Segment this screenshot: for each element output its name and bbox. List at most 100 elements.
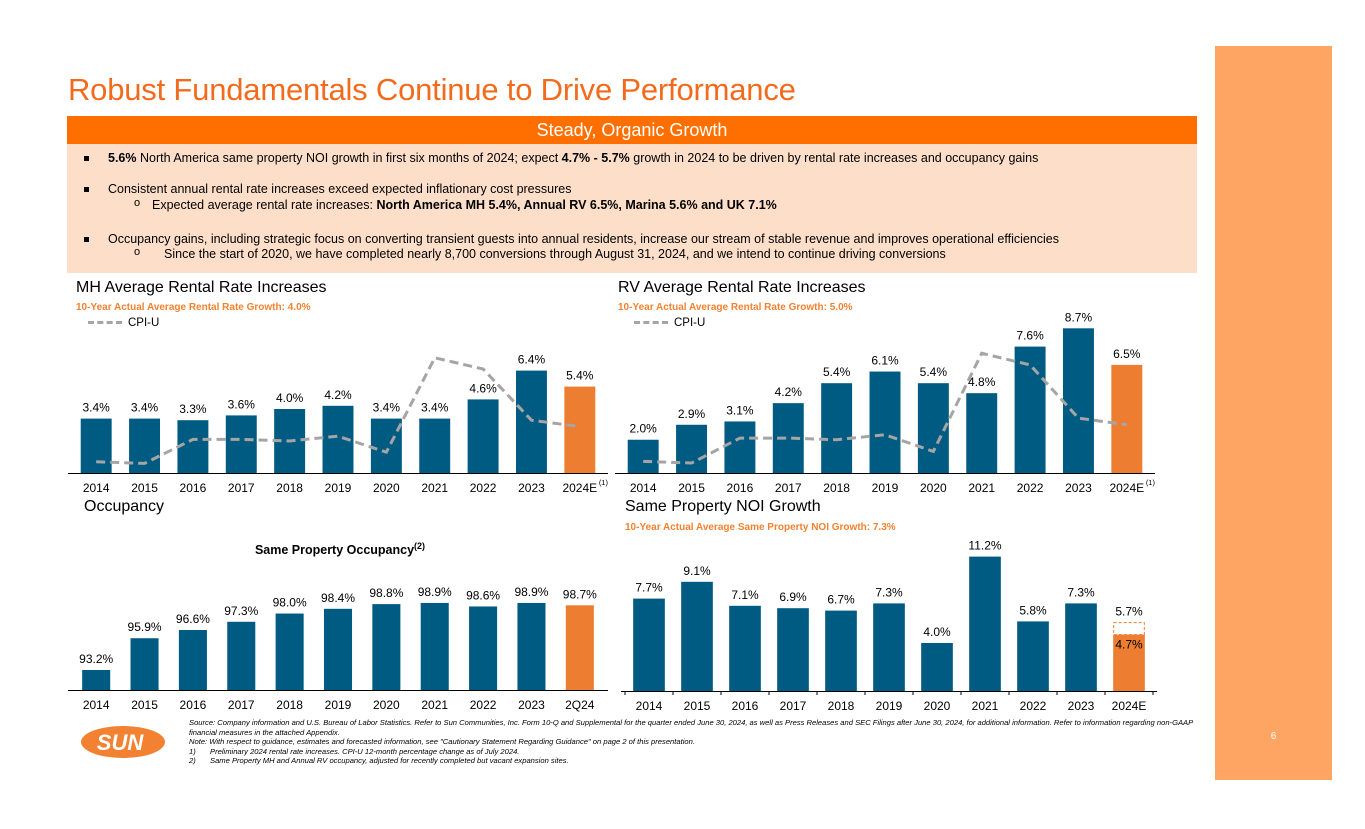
x-tick-label: 2021 — [972, 699, 999, 713]
bullet-2-text: Consistent annual rental rate increases … — [108, 182, 572, 196]
data-label: 98.0% — [273, 596, 307, 610]
bullet-square-icon — [84, 237, 89, 242]
footnote-item: 1) Preliminary 2024 rental rate increases… — [189, 747, 1199, 757]
logo-ellipse — [81, 726, 165, 758]
x-tick-label: 2017 — [228, 481, 255, 495]
data-label: 2.9% — [678, 407, 706, 421]
bar — [921, 643, 953, 691]
bar — [227, 621, 256, 690]
x-tick-label: 2017 — [775, 481, 802, 495]
rv-legend: CPI-U — [634, 317, 705, 329]
data-label: 96.6% — [176, 612, 210, 626]
bar — [869, 371, 901, 473]
occupancy-inner-title-sup: (2) — [414, 541, 426, 551]
data-label: 5.4% — [566, 369, 594, 383]
data-label: 6.5% — [1113, 347, 1141, 361]
data-label: 3.4% — [421, 401, 449, 415]
bullet-2-sub: o Expected average rental rate increases… — [134, 197, 777, 212]
x-tick-superscript: (1) — [1146, 478, 1156, 487]
x-tick-label: 2021 — [421, 481, 448, 495]
guidance-range-outline — [1113, 622, 1145, 636]
x-tick-label: 2020 — [373, 698, 400, 712]
bullet-square-icon — [84, 187, 89, 192]
bullet-3-sub-text: Since the start of 2020, we have complet… — [164, 247, 946, 261]
noi-growth-chart: 5.7% 7.7% 9.1% 7.1% 6.9% 6.7% 7.3% 4.0% 11.2% 5.8… — [621, 539, 1157, 713]
data-label: 5.7% — [1115, 605, 1143, 619]
x-tick-label: 2019 — [325, 481, 352, 495]
data-label: 3.3% — [179, 402, 207, 416]
bar — [323, 608, 353, 690]
bar — [370, 418, 402, 473]
occupancy-chart-title: Occupancy — [84, 498, 165, 515]
circle-bullet-icon: o — [134, 246, 141, 258]
bullet-3-text: Occupancy gains, including strategic foc… — [108, 232, 1060, 246]
logo-text: SUN — [97, 730, 145, 755]
bar — [419, 418, 451, 473]
data-label: 6.1% — [871, 354, 899, 368]
bar — [777, 608, 809, 691]
bar — [469, 606, 498, 690]
bullet-1-text-end: growth in 2024 to be driven by rental ra… — [629, 151, 1039, 165]
rv-chart-subtitle: 10-Year Actual Average Rental Rate Growt… — [618, 302, 853, 313]
rv-rental-rate-chart: 2.0% 2.9% 3.1% 4.2% 5.4% 6.1% 5.4% 4.8% 7.6% 8.7%… — [615, 310, 1156, 495]
x-tick-label: 2022 — [470, 481, 497, 495]
data-label: 98.9% — [418, 585, 452, 599]
x-tick-label: 2022 — [1017, 481, 1044, 495]
x-tick-label: 2018 — [276, 481, 303, 495]
x-tick-label: 2016 — [180, 481, 207, 495]
x-tick-label: 2023 — [518, 698, 545, 712]
data-label: 7.1% — [731, 588, 759, 602]
bar — [627, 439, 659, 473]
cpi-u-line — [96, 356, 581, 465]
section-band: Steady, Organic Growth — [67, 116, 1197, 144]
bar — [178, 630, 207, 690]
bar — [420, 602, 449, 690]
bar — [467, 399, 499, 473]
bar — [724, 421, 756, 473]
x-tick-label: 2018 — [276, 698, 303, 712]
x-tick-label: 2023 — [1068, 699, 1095, 713]
x-tick-label: 2024E — [1109, 481, 1144, 495]
bullet-2-sub-bold: North America MH 5.4%, Annual RV 6.5%, M… — [376, 198, 777, 212]
bullet-3-sub: o Since the start of 2020, we have compl… — [134, 246, 946, 261]
mh-chart-subtitle: 10-Year Actual Average Rental Rate Growt… — [76, 302, 311, 313]
bar — [1017, 621, 1049, 691]
bar — [1014, 346, 1046, 473]
data-label: 5.4% — [920, 365, 948, 379]
x-tick-superscript: (1) — [599, 478, 609, 487]
x-tick-label: 2015 — [131, 481, 158, 495]
data-label: 3.1% — [726, 403, 754, 417]
bar — [1065, 603, 1097, 691]
data-label: 4.0% — [276, 391, 304, 405]
x-tick-label: 2016 — [727, 481, 754, 495]
bar — [372, 604, 401, 690]
x-tick-label: 2021 — [421, 698, 448, 712]
rv-legend-label: CPI-U — [674, 317, 706, 329]
data-label: 7.6% — [1016, 329, 1044, 343]
bar — [1062, 328, 1094, 473]
x-tick-label: 2014 — [630, 481, 657, 495]
footnotes: Source: Company information and U.S. Bur… — [189, 718, 1199, 766]
data-label: 4.2% — [324, 388, 352, 402]
footnote-text: Same Property MH and Annual RV occupancy… — [210, 756, 569, 766]
x-tick-label: 2020 — [924, 699, 951, 713]
rv-chart-title: RV Average Rental Rate Increases — [618, 279, 866, 296]
footnote-source: Source: Company information and U.S. Bur… — [189, 718, 1193, 737]
x-tick-label: 2015 — [678, 481, 705, 495]
dashed-line-icon — [88, 321, 122, 325]
data-label: 98.4% — [321, 591, 355, 605]
x-tick-label: 2022 — [1020, 699, 1047, 713]
bullet-2-sub-text: Expected average rental rate increases: — [152, 198, 377, 212]
x-tick-label: 2017 — [780, 699, 807, 713]
bar — [681, 581, 713, 691]
x-tick-label: 2016 — [732, 699, 759, 713]
x-tick-label: 2Q24 — [565, 698, 595, 712]
x-tick-label: 2024E — [1112, 699, 1147, 713]
x-tick-label: 2019 — [876, 699, 903, 713]
data-label: 9.1% — [683, 564, 711, 578]
data-label: 98.7% — [563, 587, 597, 601]
bar — [564, 386, 596, 473]
data-label: 6.9% — [779, 590, 807, 604]
bar — [729, 605, 761, 691]
data-label: 2.0% — [630, 422, 658, 436]
